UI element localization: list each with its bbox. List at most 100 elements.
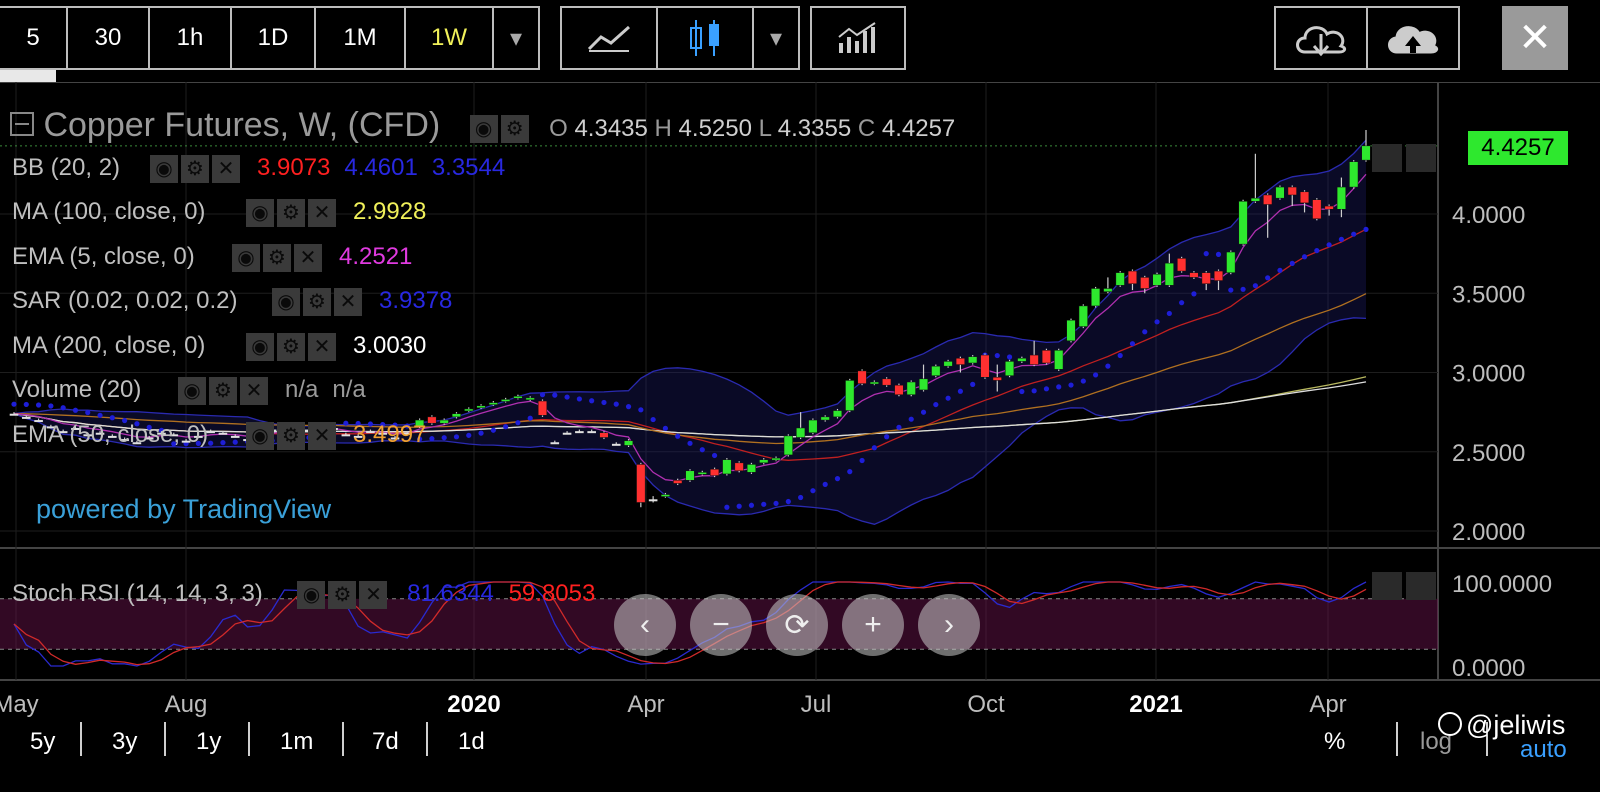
remove-icon[interactable]: ✕ [294, 243, 322, 272]
sar-dot [625, 404, 632, 410]
reset-button[interactable]: ⟳ [766, 594, 828, 656]
candle-body [132, 442, 142, 445]
stoch-k-line [13, 581, 1367, 667]
divider [426, 722, 428, 756]
indicator-value: 3.9378 [379, 287, 453, 314]
interval-5-button[interactable]: 5 [0, 6, 68, 70]
line-chart-button[interactable] [560, 6, 658, 70]
scroll-left-button[interactable]: ‹ [614, 594, 676, 656]
interval-30-button[interactable]: 30 [66, 6, 150, 70]
candle-body [587, 431, 596, 434]
sar-dot [994, 352, 1000, 359]
candle-body [513, 396, 523, 399]
gear-icon[interactable]: ⚙ [277, 332, 305, 361]
sar-dot [724, 504, 730, 510]
gear-icon[interactable]: ⚙ [277, 421, 305, 450]
collapse-icon[interactable] [10, 112, 34, 137]
chart-type-dropdown-button[interactable]: ▾ [752, 6, 800, 70]
gear-icon[interactable]: ⚙ [277, 198, 305, 227]
range-1d[interactable]: 1d [458, 728, 485, 755]
eye-icon[interactable]: ◉ [297, 580, 326, 609]
candlestick-button[interactable] [656, 6, 754, 70]
ohlc-low: 4.3355 [777, 115, 852, 142]
candle-body [181, 440, 191, 443]
eye-icon[interactable]: ◉ [150, 154, 178, 183]
plus-icon: + [864, 608, 882, 641]
candle-body [95, 432, 105, 435]
close-button[interactable]: ✕ [1502, 6, 1568, 70]
candle-body [353, 435, 363, 438]
cloud-upload-button[interactable] [1366, 6, 1460, 70]
eye-icon[interactable]: ◉ [469, 114, 498, 143]
interval-1m-button[interactable]: 1M [314, 6, 406, 70]
sar-dot [146, 424, 152, 430]
cloud-download-button[interactable] [1274, 6, 1368, 70]
scroll-up-icon [1372, 572, 1402, 600]
candle-body [710, 468, 720, 476]
range-5y[interactable]: 5y [30, 728, 56, 755]
candle-body [1287, 186, 1297, 196]
sar-dot [1166, 310, 1172, 317]
sar-dot [1289, 260, 1295, 266]
eye-icon[interactable]: ◉ [232, 243, 260, 272]
gear-icon[interactable]: ⚙ [209, 376, 237, 405]
powered-by-link[interactable]: powered by TradingView [36, 494, 332, 524]
interval-1d-button[interactable]: 1D [230, 6, 316, 70]
gear-icon[interactable]: ⚙ [500, 114, 529, 143]
interval-1w-button[interactable]: 1W [404, 6, 494, 70]
candle-body [1029, 354, 1039, 365]
remove-icon[interactable]: ✕ [308, 332, 336, 361]
indicator-row: BB (20, 2) ◉ ⚙ ✕ 3.9073 4.4601 3.3544 [12, 154, 505, 183]
gear-icon[interactable]: ⚙ [303, 287, 331, 316]
indicator-value: 3.4997 [353, 421, 427, 448]
chevron-down-icon: ▾ [509, 24, 523, 52]
auto-toggle[interactable]: auto [1520, 736, 1567, 763]
interval-dropdown-button[interactable]: ▾ [492, 6, 540, 70]
eye-icon[interactable]: ◉ [246, 198, 274, 227]
sar-dot [220, 440, 226, 446]
cloud-upload-icon [1388, 26, 1439, 54]
remove-icon[interactable]: ✕ [240, 376, 268, 405]
sar-dot [933, 401, 939, 408]
remove-icon[interactable]: ✕ [308, 198, 336, 227]
remove-icon[interactable]: ✕ [359, 580, 388, 609]
zoom-in-button[interactable]: + [842, 594, 904, 656]
sar-dot [1093, 372, 1099, 378]
candle-body [34, 420, 43, 423]
candle-body [648, 499, 658, 502]
candle-body [1041, 350, 1051, 364]
eye-icon[interactable]: ◉ [178, 376, 206, 405]
gear-icon[interactable]: ⚙ [181, 154, 209, 183]
gear-icon[interactable]: ⚙ [328, 580, 357, 609]
candle-body [943, 361, 953, 367]
range-1m[interactable]: 1m [280, 728, 314, 755]
eye-icon[interactable]: ◉ [246, 421, 274, 450]
scroll-right-button[interactable]: › [918, 594, 980, 656]
eye-icon[interactable]: ◉ [246, 332, 274, 361]
zoom-out-button[interactable]: − [690, 594, 752, 656]
range-1y[interactable]: 1y [196, 728, 222, 755]
indicators-button[interactable] [810, 6, 906, 70]
remove-icon[interactable]: ✕ [334, 287, 362, 316]
candle-body [1078, 305, 1088, 327]
interval-1h-button[interactable]: 1h [148, 6, 232, 70]
candle-body [1213, 270, 1224, 281]
range-3y[interactable]: 3y [112, 728, 138, 755]
range-7d[interactable]: 7d [372, 728, 399, 755]
sar-dot [232, 439, 238, 445]
remove-icon[interactable]: ✕ [308, 421, 336, 450]
sar-dot [834, 476, 841, 482]
bollinger-bands [13, 139, 1367, 525]
sar-dot [380, 421, 386, 428]
candle-body [218, 432, 228, 435]
candle-body [1005, 361, 1015, 376]
x-tick-label: Apr [627, 691, 664, 718]
percent-toggle[interactable]: % [1324, 728, 1346, 755]
gear-icon[interactable]: ⚙ [263, 243, 291, 272]
sar-dot [1105, 363, 1111, 369]
candle-body [992, 377, 1002, 381]
eye-icon[interactable]: ◉ [272, 287, 300, 316]
sar-dot [589, 398, 595, 404]
remove-icon[interactable]: ✕ [212, 154, 240, 183]
sar-dot [1363, 226, 1369, 232]
